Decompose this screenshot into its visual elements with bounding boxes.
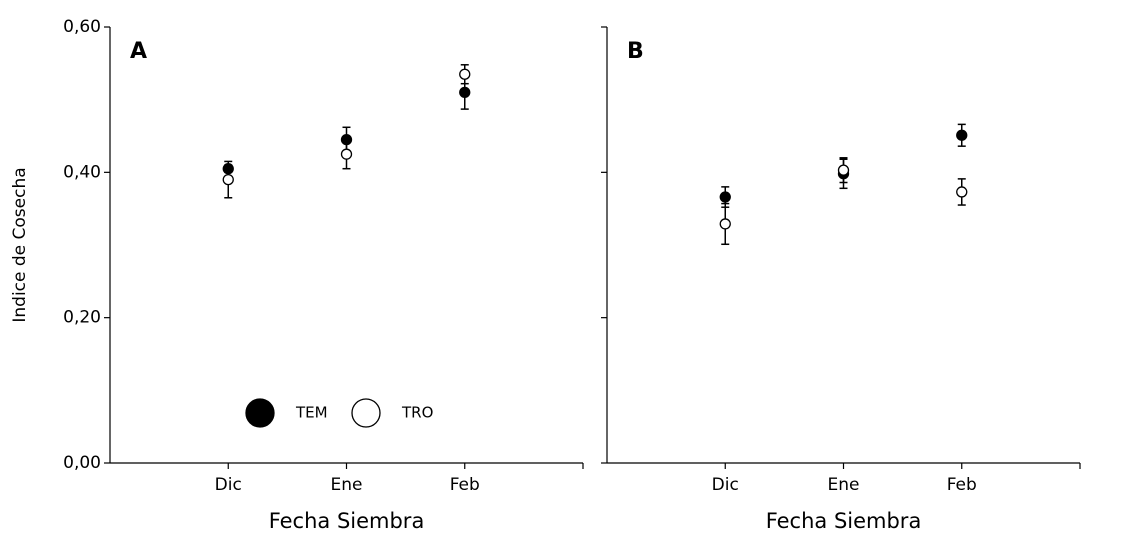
y-tick-label: 0,20 xyxy=(63,308,101,328)
point xyxy=(340,148,353,160)
legend-marker xyxy=(245,398,275,428)
point xyxy=(222,173,234,186)
point xyxy=(459,86,471,99)
point xyxy=(459,68,471,80)
x-tick-label: Dic xyxy=(215,475,242,495)
legend-label: TRO xyxy=(401,404,433,422)
y-tick-label: 0,40 xyxy=(63,162,101,182)
x-tick-label: Dic xyxy=(712,475,739,495)
x-tick-label: Ene xyxy=(828,475,860,495)
y-tick-label: 0,00 xyxy=(63,453,101,473)
point xyxy=(837,164,850,176)
legend-label: TEM xyxy=(295,404,328,422)
y-tick-label: 0,60 xyxy=(63,17,101,37)
panel-label: B xyxy=(627,39,644,64)
y-axis-label: Indice de Cosecha xyxy=(10,167,30,322)
x-tick-label: Ene xyxy=(331,475,363,495)
point xyxy=(956,186,968,198)
x-axis-label: Fecha Siembra xyxy=(269,509,425,533)
point xyxy=(719,191,731,203)
x-axis-label: Fecha Siembra xyxy=(766,509,922,533)
point xyxy=(956,129,968,141)
point xyxy=(719,218,731,230)
x-tick-label: Feb xyxy=(947,475,977,495)
x-tick-label: Feb xyxy=(450,475,480,495)
panel-label: A xyxy=(130,39,147,64)
legend-marker xyxy=(351,398,381,428)
